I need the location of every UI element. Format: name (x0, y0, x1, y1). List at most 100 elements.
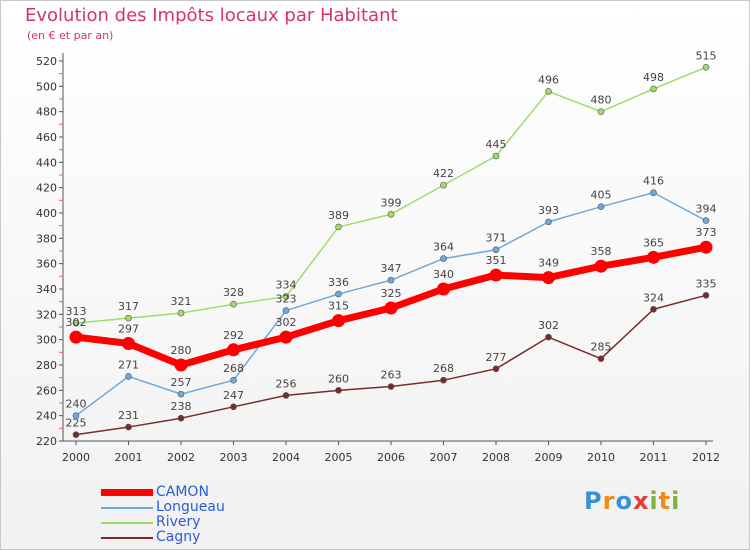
data-point (492, 365, 500, 373)
data-point (332, 314, 345, 328)
y-tick-label: 360 (36, 258, 57, 271)
data-point (545, 218, 552, 226)
data-label: 240 (66, 398, 87, 411)
data-point (542, 271, 555, 285)
logo-letter: i (649, 487, 659, 515)
data-label: 416 (643, 175, 664, 188)
data-label: 336 (328, 276, 349, 289)
legend-label-camon: CAMON (156, 484, 209, 500)
data-label: 405 (591, 189, 612, 202)
data-label: 256 (276, 377, 297, 390)
y-tick-label: 520 (36, 55, 57, 68)
data-point (72, 319, 80, 327)
data-label: 238 (171, 400, 192, 413)
data-point (125, 314, 132, 322)
data-label: 247 (223, 389, 244, 402)
data-label: 347 (381, 262, 402, 275)
data-point (492, 152, 500, 160)
legend-swatch-camon (101, 489, 153, 496)
data-point (387, 383, 395, 390)
data-point (335, 387, 342, 394)
data-point (647, 250, 660, 264)
data-label: 277 (486, 351, 507, 364)
data-label: 317 (118, 300, 139, 313)
legend-swatch-rivery (101, 522, 153, 524)
data-label: 257 (171, 376, 192, 389)
data-point (279, 330, 293, 344)
series-line-cagny (75, 294, 707, 436)
data-point (177, 390, 185, 398)
data-label: 302 (66, 316, 87, 329)
x-tick-label: 2010 (587, 451, 615, 464)
data-point (227, 343, 240, 357)
x-tick-label: 2002 (167, 451, 195, 464)
data-label: 335 (696, 277, 717, 290)
data-point (125, 423, 132, 431)
data-label: 371 (486, 232, 507, 245)
data-point (177, 414, 185, 422)
data-label: 285 (591, 341, 612, 354)
data-point (650, 85, 657, 93)
data-label: 297 (118, 322, 139, 335)
data-point (437, 282, 450, 296)
x-tick-label: 2000 (62, 451, 90, 464)
data-point (230, 376, 237, 384)
data-point (335, 290, 342, 298)
data-label: 268 (433, 362, 454, 375)
x-tick-label: 2007 (430, 451, 458, 464)
data-point (384, 301, 398, 315)
data-point (177, 309, 185, 317)
x-tick-label: 2009 (535, 451, 563, 464)
data-label: 315 (328, 300, 349, 313)
data-label: 389 (328, 209, 349, 222)
y-tick-label: 440 (36, 156, 57, 169)
data-label: 445 (486, 138, 507, 151)
data-point (282, 293, 290, 300)
data-label: 496 (538, 73, 559, 86)
data-label: 302 (538, 319, 559, 332)
data-label: 280 (171, 344, 192, 357)
legend-label-longueau: Longueau (156, 499, 225, 515)
data-label: 324 (643, 291, 664, 304)
legend-swatch-longueau (101, 507, 153, 509)
data-label: 480 (591, 94, 612, 107)
data-point (545, 88, 552, 95)
x-tick-label: 2004 (272, 451, 300, 464)
data-label: 365 (643, 236, 664, 249)
data-label: 364 (433, 241, 454, 254)
data-label: 325 (381, 287, 402, 300)
data-label: 394 (696, 203, 717, 216)
data-point (125, 373, 132, 380)
data-point (72, 431, 80, 438)
x-tick-label: 2006 (377, 451, 405, 464)
data-label: 393 (538, 204, 559, 217)
y-tick-label: 460 (36, 131, 57, 144)
data-point (122, 336, 135, 350)
y-tick-label: 400 (36, 207, 57, 220)
data-label: 321 (171, 295, 192, 308)
x-tick-label: 2011 (640, 451, 668, 464)
logo-letter: t (658, 487, 672, 515)
data-point (72, 412, 80, 419)
logo-letter: i (671, 487, 681, 515)
data-point (230, 300, 237, 308)
data-point (440, 255, 447, 262)
data-label: 225 (66, 417, 87, 430)
data-point (282, 307, 290, 314)
data-point (489, 268, 503, 282)
y-tick-label: 220 (36, 435, 57, 448)
data-point (597, 355, 605, 362)
chart-subtitle: (en € et par an) (27, 29, 114, 42)
data-label: 351 (486, 254, 507, 267)
x-tick-label: 2005 (325, 451, 353, 464)
data-label: 349 (538, 257, 559, 270)
data-label: 302 (276, 316, 297, 329)
x-tick-label: 2001 (115, 451, 143, 464)
x-tick-label: 2012 (692, 451, 720, 464)
data-point (174, 358, 188, 372)
y-tick-label: 380 (36, 232, 57, 245)
y-tick-label: 240 (36, 410, 57, 423)
chart-title: Evolution des Impôts locaux par Habitant (25, 5, 398, 26)
legend-label-cagny: Cagny (156, 529, 201, 545)
legend-swatch-cagny (101, 537, 153, 539)
